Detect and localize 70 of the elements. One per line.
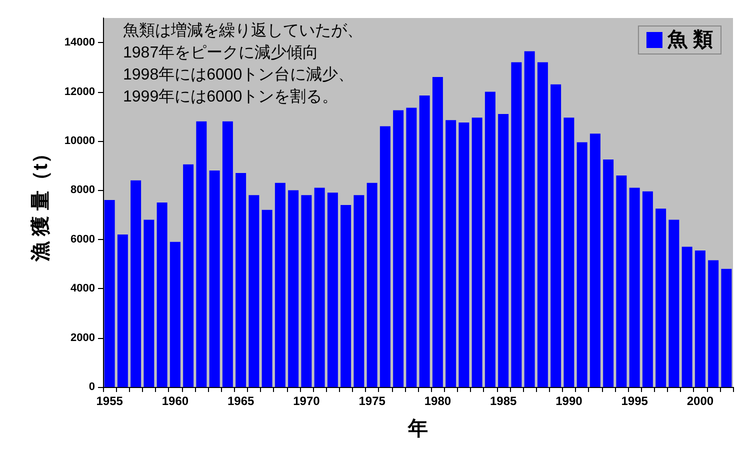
y-tick-label: 0 (88, 381, 95, 393)
bar (301, 195, 312, 387)
bar (484, 92, 496, 387)
x-axis-title: 年 (407, 418, 428, 440)
bar (629, 188, 640, 387)
bar (262, 210, 272, 387)
legend-label: 魚 類 (666, 29, 714, 51)
x-tick-label: 1985 (490, 394, 517, 408)
bar (550, 84, 562, 387)
bar (576, 142, 588, 387)
bar (327, 192, 338, 387)
bar (222, 121, 233, 387)
bar (209, 170, 220, 387)
x-tick-label: 1980 (424, 394, 452, 408)
bar (380, 126, 390, 387)
bar (248, 195, 260, 387)
bar (183, 164, 194, 387)
bar (288, 190, 299, 387)
bar (590, 134, 600, 387)
bar (537, 62, 548, 387)
bar (274, 182, 286, 387)
x-tick-label: 1960 (162, 394, 189, 408)
bar (603, 159, 614, 387)
bar (366, 182, 378, 387)
bar (446, 120, 456, 387)
bar (196, 121, 207, 387)
y-tick-label: 8000 (70, 184, 95, 196)
x-tick-label: 1965 (227, 394, 254, 408)
bar (156, 202, 168, 387)
bar (130, 180, 142, 387)
bar (340, 204, 352, 387)
bar (354, 195, 364, 387)
bar (393, 110, 404, 387)
bar (170, 242, 180, 387)
bar (472, 118, 482, 387)
bar (511, 62, 522, 387)
bar (236, 172, 246, 387)
bar (564, 118, 574, 387)
y-tick-label: 12000 (64, 86, 95, 98)
bar (708, 260, 719, 387)
y-axis-title: 漁 獲 量（t） (30, 144, 52, 262)
x-tick-label: 1990 (556, 394, 583, 408)
y-tick-label: 4000 (70, 282, 95, 295)
bar (656, 208, 666, 387)
bar (117, 234, 128, 387)
x-tick-label: 1955 (96, 394, 124, 408)
bar (406, 108, 417, 387)
bar (694, 250, 706, 387)
bar (668, 220, 680, 387)
bar (682, 246, 692, 387)
y-tick-label: 14000 (64, 36, 95, 49)
bar (458, 122, 470, 387)
annotation: 魚類は増減を繰り返していたが、 1987年をピークに減少傾向 1998年には6000トン台に減少、 1999年には6000トンを割る。 (123, 22, 363, 106)
bar (104, 200, 115, 387)
bar (144, 220, 154, 387)
x-tick-label: 1995 (621, 394, 648, 408)
y-tick-label: 6000 (70, 233, 95, 246)
x-tick-label: 1975 (358, 394, 386, 408)
bar (616, 175, 627, 387)
y-tick-label: 10000 (64, 135, 95, 147)
bar (721, 268, 732, 387)
x-tick-label: 1970 (293, 394, 320, 408)
bar (432, 77, 443, 387)
bar (524, 51, 535, 387)
x-tick-label: 2000 (686, 394, 714, 408)
y-tick-label: 2000 (70, 332, 95, 344)
bar (314, 188, 325, 387)
bar (498, 114, 509, 387)
bar (419, 95, 430, 387)
bar (642, 191, 653, 387)
